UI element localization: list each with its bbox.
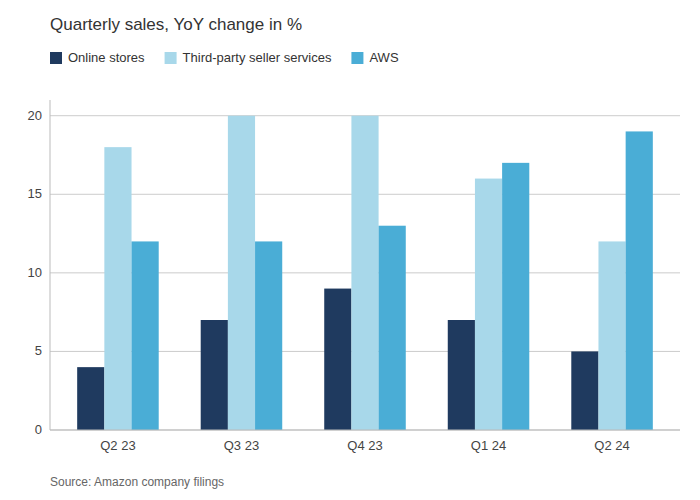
y-axis-line (50, 100, 51, 430)
bar (571, 351, 598, 430)
y-tick-label: 20 (28, 108, 42, 123)
source-note: Source: Amazon company filings (50, 475, 224, 489)
grid (50, 116, 680, 430)
y-tick-label: 10 (28, 265, 42, 280)
x-tick-label: Q3 23 (224, 438, 259, 453)
bars (77, 116, 653, 430)
bar (351, 116, 378, 430)
series (104, 116, 625, 430)
legend: Online stores Third-party seller services… (50, 50, 399, 65)
title: Quarterly sales, YoY change in % (50, 15, 302, 34)
x-tick-label: Q2 24 (594, 438, 629, 453)
legend-swatch (351, 52, 363, 64)
page: {"chart_data": { "type": "bar", "title":… (0, 0, 700, 500)
bar (475, 179, 502, 430)
chart-container: Quarterly sales, YoY change in % Online s… (0, 0, 700, 500)
legend-swatch (165, 52, 177, 64)
bar (132, 241, 159, 430)
x-axis-line (50, 430, 680, 431)
bar (502, 163, 529, 430)
y-tick-label: 5 (35, 343, 42, 358)
series (132, 131, 653, 430)
x-axis: Q2 23 Q3 23 Q4 23 Q1 24 Q2 24 (50, 430, 680, 453)
legend-label: AWS (369, 50, 398, 65)
bar (201, 320, 228, 430)
bar (255, 241, 282, 430)
bar (77, 367, 104, 430)
legend-item: Online stores (50, 50, 145, 65)
legend-item: Third-party seller services (165, 50, 332, 65)
y-tick-label: 0 (35, 422, 42, 437)
bar (448, 320, 475, 430)
legend-swatch (50, 52, 62, 64)
bar (104, 147, 131, 430)
legend-item: AWS (351, 50, 398, 65)
x-tick-label: Q4 23 (347, 438, 382, 453)
bar (626, 131, 653, 430)
legend-label: Third-party seller services (183, 50, 332, 65)
bar (598, 241, 625, 430)
y-tick-label: 15 (28, 186, 42, 201)
bar (228, 116, 255, 430)
y-axis: 0 5 10 15 20 (28, 100, 50, 437)
legend-label: Online stores (68, 50, 145, 65)
bar (379, 226, 406, 430)
bar (324, 289, 351, 430)
x-tick-label: Q1 24 (471, 438, 506, 453)
chart-svg: Quarterly sales, YoY change in % Online s… (0, 0, 700, 500)
x-tick-label: Q2 23 (100, 438, 135, 453)
grid-line (50, 430, 680, 431)
